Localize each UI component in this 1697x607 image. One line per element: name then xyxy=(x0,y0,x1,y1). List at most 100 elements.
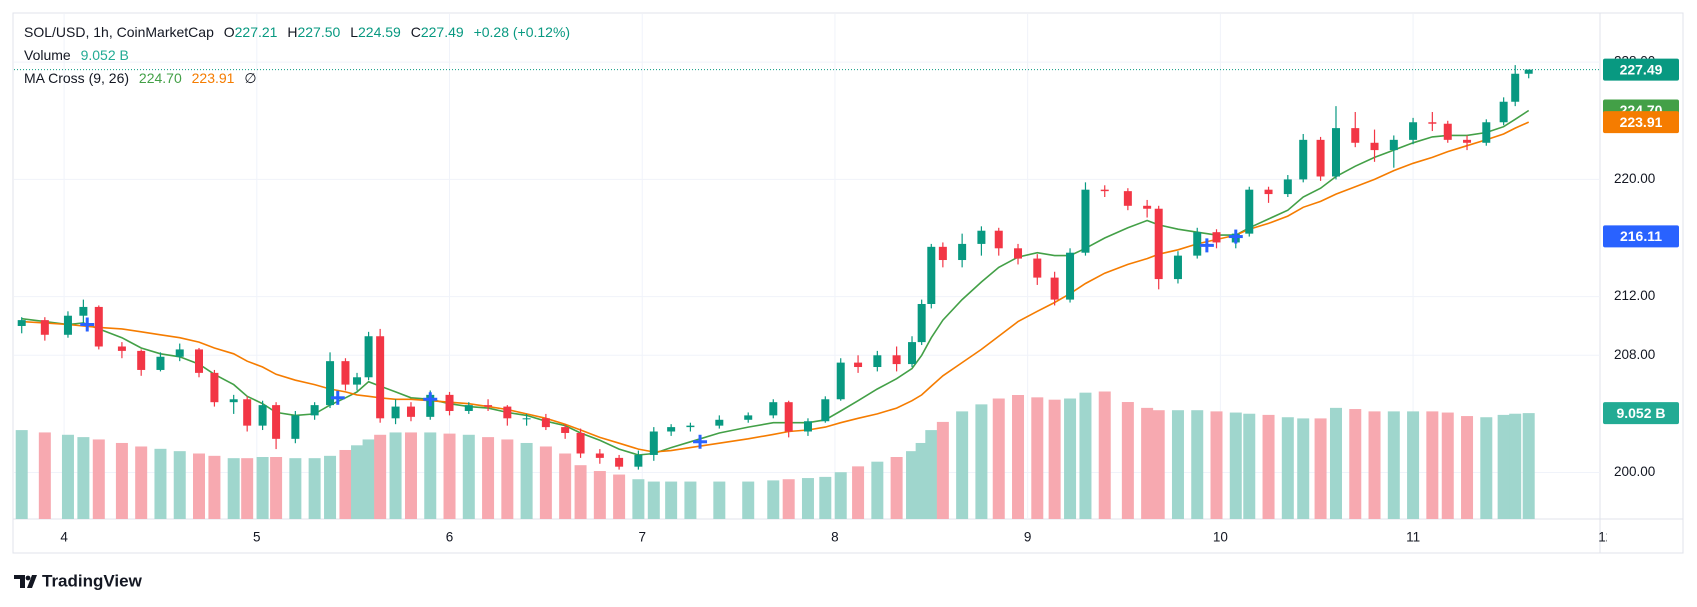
volume-bar xyxy=(1121,402,1134,519)
candle-body xyxy=(522,418,531,420)
candle-body xyxy=(17,320,26,326)
volume-bar xyxy=(713,481,726,519)
candle-body xyxy=(908,342,917,365)
candle-body xyxy=(464,405,473,411)
volume-bar xyxy=(852,466,865,519)
candle-body xyxy=(1193,232,1202,256)
candle-body xyxy=(1245,189,1254,234)
volume-bar xyxy=(208,455,221,519)
candle-body xyxy=(1316,139,1325,177)
volume-bar xyxy=(115,442,128,519)
x-tick-label: 7 xyxy=(638,530,646,545)
legend-ma: MA Cross (9, 26) 224.70 223.91 ∅ xyxy=(24,70,257,86)
candle-body xyxy=(821,399,830,422)
candle-body xyxy=(484,405,493,407)
volume-bar xyxy=(482,437,495,519)
candle-body xyxy=(1050,277,1059,300)
candle-body xyxy=(353,377,362,385)
price-label-box xyxy=(1603,225,1679,248)
volume-bar xyxy=(801,478,814,519)
candle-body xyxy=(175,349,184,357)
volume-pane xyxy=(15,391,1535,519)
price-label-box xyxy=(1603,402,1679,425)
volume-bar xyxy=(308,458,321,519)
volume-bar xyxy=(925,430,938,519)
footer-logo xyxy=(14,575,37,588)
volume-bar xyxy=(906,451,919,519)
ma-fast-value: 224.70 xyxy=(139,70,182,86)
candle-body xyxy=(836,362,845,400)
volume-bar xyxy=(61,434,74,519)
x-tick-label: 12 xyxy=(1598,530,1613,545)
candle-body xyxy=(1351,128,1360,143)
volume-bar xyxy=(665,481,678,519)
x-tick-label: 9 xyxy=(1024,530,1032,545)
candle-body xyxy=(291,415,300,439)
x-tick-label: 10 xyxy=(1213,530,1228,545)
candle-body xyxy=(854,362,863,368)
volume-bar xyxy=(559,453,572,519)
volume-bar xyxy=(135,446,148,519)
volume-bar xyxy=(1262,414,1275,519)
candle-body xyxy=(1409,122,1418,140)
candle-body xyxy=(1283,179,1292,195)
candle-body xyxy=(892,355,901,365)
ma-line xyxy=(21,121,1530,453)
volume-bar xyxy=(227,458,240,519)
candle-body xyxy=(1299,139,1308,180)
volume-bar xyxy=(1141,407,1154,519)
volume-bar xyxy=(975,404,988,519)
volume-bar xyxy=(256,457,269,519)
candle-body xyxy=(1524,69,1533,74)
volume-bar xyxy=(1297,418,1310,519)
candle-body xyxy=(1173,255,1182,280)
volume-bar xyxy=(647,481,660,519)
candle-body xyxy=(576,432,585,454)
volume-bar xyxy=(871,461,884,519)
volume-bar xyxy=(154,448,167,519)
cross-marker xyxy=(330,390,345,405)
volume-bar xyxy=(1368,411,1381,519)
volume-bar xyxy=(1048,399,1061,519)
x-tick-label: 5 xyxy=(253,530,261,545)
candle-body xyxy=(938,246,947,261)
candle-body xyxy=(503,406,512,419)
logo-dot xyxy=(25,575,31,581)
candle-body xyxy=(1463,139,1472,143)
volume-bar xyxy=(819,476,832,519)
volume-bar xyxy=(915,442,928,519)
candle-body xyxy=(561,427,570,433)
candle-body xyxy=(243,399,252,426)
volume-bar xyxy=(1480,417,1493,519)
candle-body xyxy=(195,349,204,373)
price-label-box xyxy=(1603,111,1679,134)
candle-body xyxy=(1331,128,1340,177)
open-label: O xyxy=(224,24,235,40)
volume-bar xyxy=(684,481,697,519)
candle-body xyxy=(1428,122,1437,124)
volume-bar xyxy=(632,479,645,519)
candle-body xyxy=(1123,191,1132,206)
candle-body xyxy=(977,230,986,244)
volume-bar xyxy=(520,442,533,519)
candle-body xyxy=(649,431,658,455)
volume-bar xyxy=(404,432,417,519)
candle-body xyxy=(63,315,72,335)
candle-body xyxy=(1482,122,1491,143)
volume-bar xyxy=(539,446,552,519)
candle-body xyxy=(958,243,967,261)
candle-body xyxy=(272,405,281,439)
volume-bar xyxy=(1031,397,1044,519)
volume-bar xyxy=(38,432,51,519)
candle-body xyxy=(1389,139,1398,151)
volume-bar xyxy=(1243,413,1256,519)
volume-bar xyxy=(834,472,847,519)
candle-body xyxy=(744,415,753,420)
volume-bar xyxy=(1314,418,1327,519)
candle-body xyxy=(686,425,695,428)
x-tick-label: 4 xyxy=(60,530,68,545)
price-label: 9.052 B xyxy=(1616,405,1665,421)
cross-marker xyxy=(693,434,708,449)
volume-bar xyxy=(1079,392,1092,519)
